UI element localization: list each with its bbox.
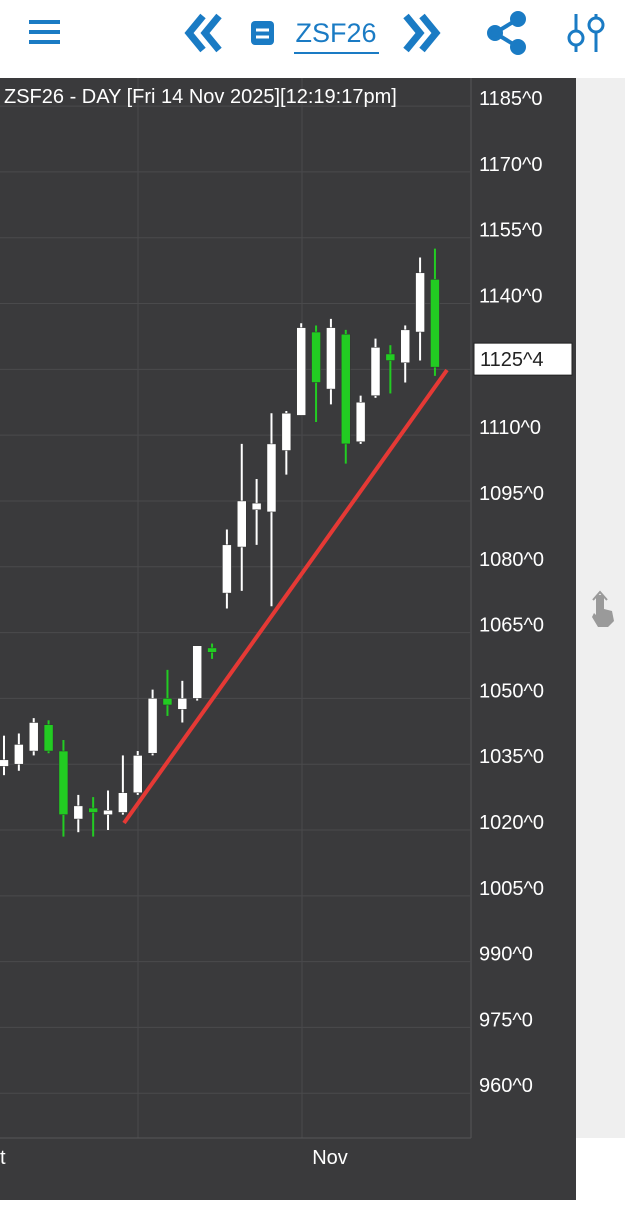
next-button[interactable] — [403, 13, 441, 53]
y-tick-label: 960^0 — [479, 1075, 533, 1097]
candle-body — [281, 412, 292, 451]
y-tick-label: 1035^0 — [479, 746, 544, 768]
y-tick-label: 1170^0 — [479, 154, 543, 176]
previous-button[interactable] — [184, 13, 222, 53]
chart-area — [0, 78, 576, 1200]
candle-body — [58, 750, 69, 815]
candle-body — [0, 759, 9, 767]
symbol-icon[interactable] — [251, 21, 274, 45]
trend-line — [122, 368, 449, 825]
y-tick-label: 1005^0 — [479, 878, 544, 900]
candle-body — [370, 347, 381, 396]
y-tick-label: 1185^0 — [479, 88, 543, 110]
candle-body — [296, 327, 306, 416]
y-tick-label: 1080^0 — [479, 549, 544, 571]
last-price-box — [473, 342, 573, 376]
last-price-label: 1125^4 — [480, 349, 544, 371]
x-tick-label: t — [0, 1147, 6, 1169]
candle-body — [237, 500, 247, 548]
candle-body — [385, 353, 396, 361]
y-tick-label: 1050^0 — [479, 680, 544, 702]
candle-body — [355, 401, 366, 442]
share-button[interactable] — [487, 11, 526, 55]
candle-body — [162, 698, 173, 706]
candle-body — [103, 810, 113, 815]
candle-body — [88, 807, 98, 813]
candles — [0, 248, 440, 837]
y-tick-label: 1095^0 — [479, 483, 544, 505]
candle-body — [430, 279, 440, 368]
candle-body — [415, 272, 425, 333]
chart-title: ZSF26 - DAY [Fri 14 Nov 2025][12:19:17pm… — [4, 86, 397, 108]
y-axis: 960^0 975^0 990^0 1005^0 1020^0 1035^0 1050^0 1… — [473, 88, 573, 1097]
candle-body — [147, 698, 158, 754]
candle-body — [73, 805, 84, 820]
candle-body — [28, 722, 39, 752]
symbol[interactable]: ZSF26 — [295, 18, 376, 48]
candle-body — [118, 792, 128, 813]
candle-body — [14, 744, 24, 765]
candle-body — [207, 647, 217, 653]
candle-body — [326, 327, 336, 390]
grid — [0, 105, 471, 1094]
candle-body — [266, 443, 277, 513]
candle-body — [341, 333, 351, 445]
candle-body — [311, 331, 321, 383]
candle-body — [132, 755, 143, 793]
menu-button[interactable] — [29, 20, 60, 44]
drag-handle[interactable] — [592, 590, 614, 627]
x-tick-label: Nov — [312, 1147, 348, 1169]
candle-body — [400, 329, 410, 363]
y-tick-label: 1020^0 — [479, 812, 544, 834]
candle-body — [222, 544, 232, 594]
y-tick-label: 1155^0 — [479, 220, 543, 242]
candle-body — [192, 645, 202, 699]
y-tick-label: 1140^0 — [479, 286, 543, 308]
settings-button[interactable] — [567, 14, 605, 52]
candle-body — [43, 724, 54, 752]
y-tick-label: 1065^0 — [479, 615, 544, 637]
y-tick-label: 990^0 — [479, 944, 533, 966]
y-tick-label: 975^0 — [479, 1009, 533, 1031]
candle-body — [177, 698, 188, 710]
y-tick-label: 1110^0 — [479, 417, 541, 439]
candle-body — [251, 502, 262, 510]
